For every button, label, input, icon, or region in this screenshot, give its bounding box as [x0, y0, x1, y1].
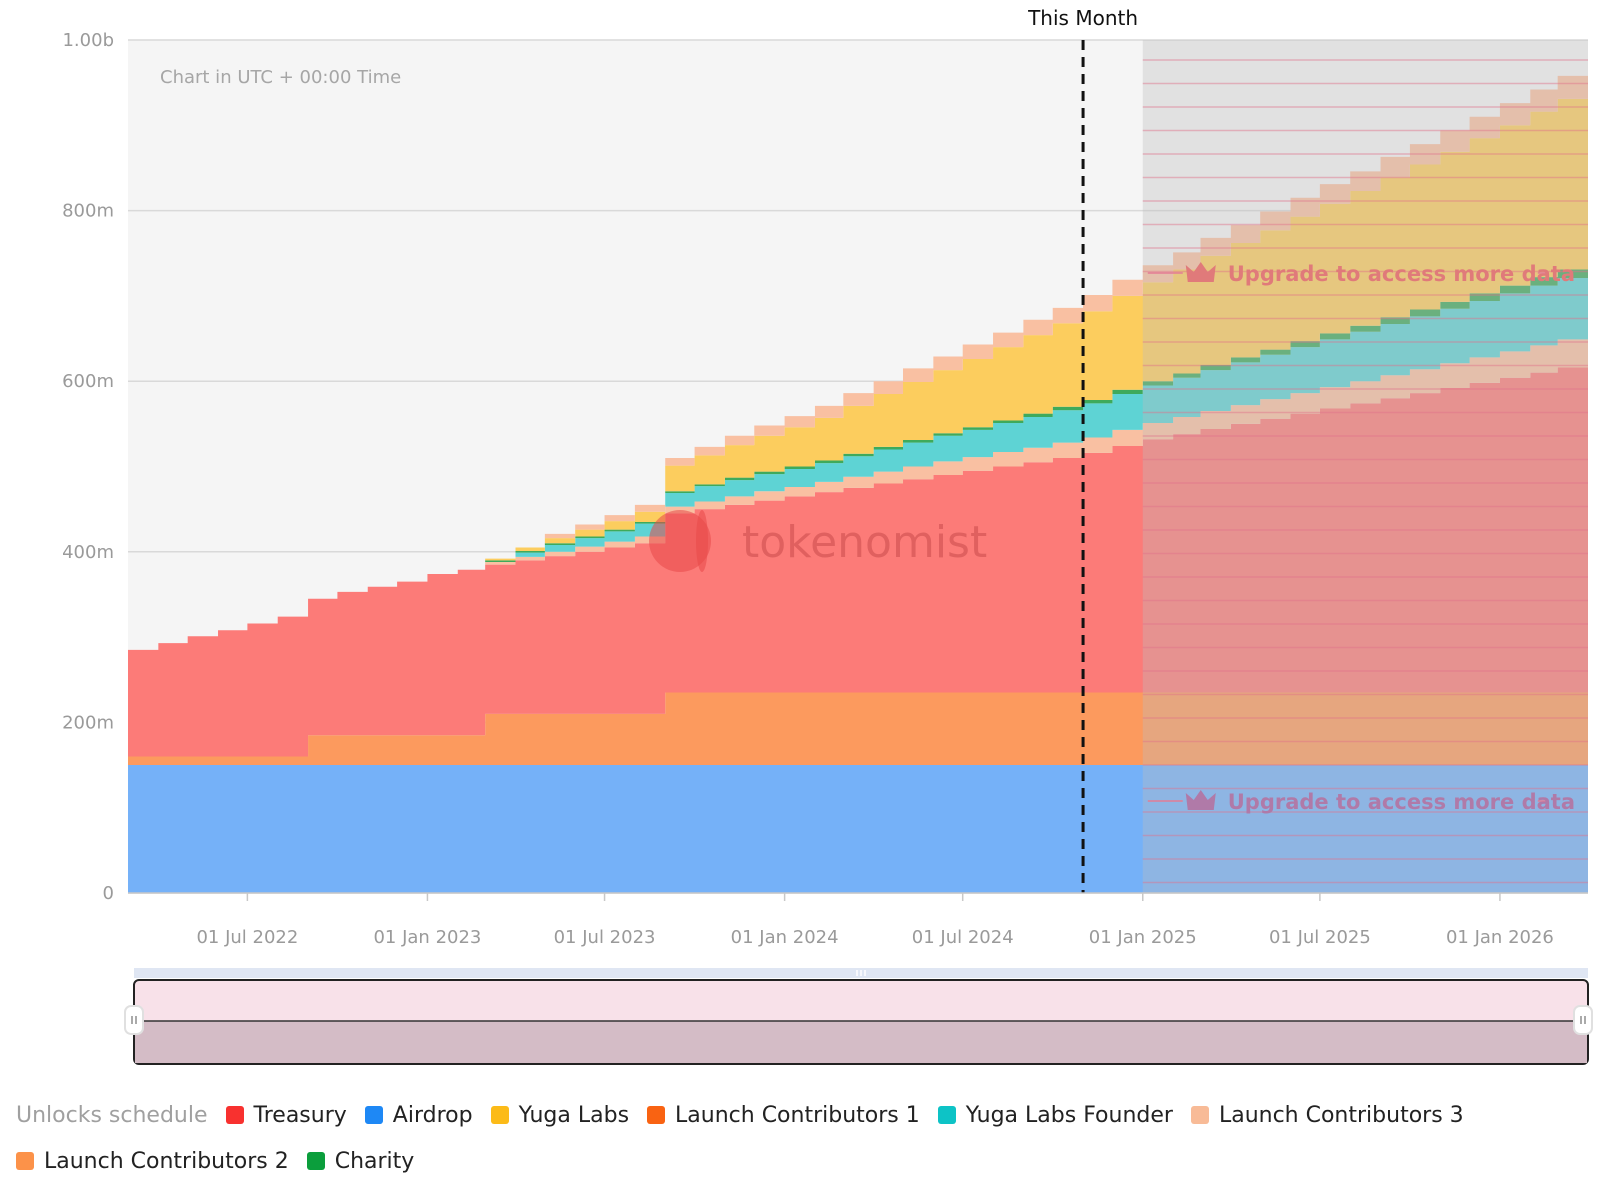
legend-item-yuga-labs-founder[interactable]: Yuga Labs Founder — [937, 1102, 1173, 1128]
legend-swatch-launch-contributors-3 — [1190, 1106, 1209, 1124]
x-tick-label: 01 Jan 2024 — [731, 927, 839, 948]
legend-label: Yuga Labs Founder — [965, 1102, 1173, 1128]
x-tick-label: 01 Jul 2022 — [196, 927, 298, 948]
legend-label: Launch Contributors 2 — [44, 1148, 289, 1174]
legend-item-yuga-labs[interactable]: Yuga Labs — [490, 1102, 630, 1128]
chart-svg: 0 200m 400m 600m 800m 1.00b Chart in UTC + 00:… — [62, 6, 1593, 1065]
legend-swatch-launch-contributors-2 — [16, 1152, 34, 1170]
crown-icon — [1185, 790, 1216, 810]
handle-body — [1573, 1005, 1593, 1035]
legend-swatch-airdrop — [364, 1106, 383, 1124]
legend-label: Airdrop — [392, 1102, 473, 1128]
legend-item-treasury[interactable]: Treasury — [225, 1102, 347, 1128]
series-area-airdrop — [128, 765, 1588, 893]
legend-swatch-yuga-labs — [490, 1106, 509, 1124]
y-tick-label: 400m — [62, 542, 114, 563]
watermark-logo-icon — [696, 510, 708, 572]
crown-icon — [1185, 262, 1216, 282]
chart-note: Chart in UTC + 00:00 Time — [160, 67, 401, 88]
watermark-logo-icon — [649, 510, 711, 572]
navigator-left-handle[interactable] — [124, 1005, 144, 1035]
upgrade-text: Upgrade to access more data — [1228, 262, 1575, 286]
legend-label: Launch Contributors 1 — [675, 1102, 920, 1128]
legend-swatch-charity — [306, 1152, 325, 1170]
x-tick-label: 01 Jan 2023 — [373, 927, 481, 948]
navigator-center-grip[interactable] — [856, 970, 866, 976]
x-tick-label: 01 Jul 2024 — [912, 927, 1014, 948]
series-area-charity — [128, 269, 1588, 650]
navigator-right-handle[interactable] — [1573, 1005, 1593, 1035]
upgrade-prompt: Upgrade to access more data — [1147, 790, 1575, 814]
legend-swatch-yuga-labs-founder — [937, 1106, 956, 1124]
legend-row-2: Launch Contributors 2 Charity — [16, 1138, 1586, 1184]
legend-item-launch-contributors-3[interactable]: Launch Contributors 3 — [1190, 1102, 1464, 1128]
watermark-text: tokenomist — [742, 517, 987, 568]
range-navigator — [124, 968, 1593, 1065]
series-area-launch-contributors-2 — [128, 692, 1588, 766]
series-area-launch-contributors-1 — [128, 75, 1588, 650]
premium-overlay — [1142, 40, 1588, 893]
legend-item-launch-contributors-1[interactable]: Launch Contributors 1 — [647, 1103, 920, 1128]
legend-swatch-treasury — [225, 1106, 244, 1124]
y-tick-label: 200m — [62, 712, 114, 733]
x-tick-label: 01 Jul 2023 — [554, 927, 656, 948]
legend-label: Yuga Labs — [518, 1102, 630, 1128]
legend-item-launch-contributors-2[interactable]: Launch Contributors 2 — [16, 1149, 289, 1174]
x-tick-label: 01 Jan 2025 — [1089, 927, 1197, 948]
series-area-yuga-labs — [128, 98, 1588, 650]
upgrade-prompt: Upgrade to access more data — [1147, 262, 1575, 286]
y-tick-label: 0 — [103, 883, 114, 904]
legend-label: Treasury — [253, 1102, 347, 1128]
legend-row-1: Unlocks schedule Treasury Airdrop Yuga L… — [16, 1092, 1586, 1138]
series-area-yuga-labs-founder — [128, 277, 1588, 650]
upgrade-text: Upgrade to access more data — [1228, 790, 1575, 814]
handle-body — [124, 1005, 144, 1035]
series-area-treasury — [128, 367, 1588, 757]
legend-item-charity[interactable]: Charity — [306, 1148, 415, 1174]
navigator-area-preview — [135, 1021, 1587, 1063]
series-area-launch-contributors-3 — [128, 339, 1588, 650]
x-tick-label: 01 Jul 2025 — [1269, 927, 1371, 948]
x-tick-label: 01 Jan 2026 — [1446, 927, 1554, 948]
legend-label: Launch Contributors 3 — [1218, 1102, 1464, 1128]
chart-legend: Unlocks schedule Treasury Airdrop Yuga L… — [16, 1092, 1586, 1184]
y-tick-label: 1.00b — [62, 30, 114, 51]
this-month-label: This Month — [1027, 6, 1138, 30]
legend-title: Unlocks schedule — [16, 1102, 208, 1128]
y-tick-label: 800m — [62, 201, 114, 222]
y-tick-label: 600m — [62, 371, 114, 392]
legend-label: Charity — [334, 1148, 415, 1174]
legend-swatch-launch-contributors-1 — [647, 1106, 666, 1124]
legend-item-airdrop[interactable]: Airdrop — [364, 1102, 473, 1128]
unlock-chart: 0 200m 400m 600m 800m 1.00b Chart in UTC + 00:… — [62, 6, 1593, 1065]
